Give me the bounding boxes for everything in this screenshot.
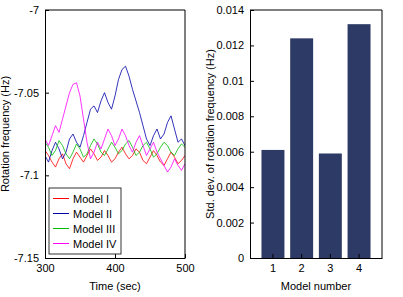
tick-mark [330, 254, 331, 258]
x-axis: 300 400 500 [36, 254, 194, 274]
tick: 0 [238, 252, 254, 264]
tick: -7.05 [14, 87, 49, 99]
tick-label: 300 [36, 262, 54, 274]
tick-mark [301, 254, 302, 258]
tick-label: 0.012 [216, 39, 244, 51]
tick-mark [272, 254, 273, 258]
tick: 0.002 [216, 217, 254, 229]
tick: -7 [29, 4, 49, 16]
x-axis-title: Time (sec) [89, 280, 141, 292]
x-axis-title: Model number [281, 280, 352, 292]
tick: 2 [299, 254, 305, 274]
tick-mark [250, 187, 254, 188]
tick: -7.1 [20, 169, 49, 181]
legend-swatch [53, 213, 69, 214]
tick-label: 0.01 [223, 75, 244, 87]
figure: 300 400 500 -7.15 -7.1 -7.05 -7 Time (sec) Rotat… [0, 0, 403, 297]
tick: 4 [356, 254, 362, 274]
axis-line [45, 11, 46, 259]
tick-mark [185, 254, 186, 258]
tick-label: -7.15 [14, 252, 39, 264]
tick-label: 0.002 [216, 217, 244, 229]
legend-label: Model II [73, 208, 112, 220]
axis-line [46, 258, 186, 259]
legend-swatch [53, 198, 69, 199]
tick-label: -7 [29, 4, 39, 16]
tick-mark [250, 223, 254, 224]
tick-label: 4 [356, 262, 362, 274]
frame-top [45, 10, 185, 11]
tick-label: 0 [238, 252, 244, 264]
y-axis-title: Rotation frequency (Hz) [0, 76, 11, 192]
tick-label: 500 [176, 262, 194, 274]
bar [348, 24, 371, 258]
axis-line [250, 11, 251, 259]
tick: 0.008 [216, 110, 254, 122]
tick-label: 0.006 [216, 146, 244, 158]
tick: 0.006 [216, 146, 254, 158]
tick-label: -7.1 [20, 169, 39, 181]
series-line [45, 66, 185, 162]
tick-label: -7.05 [14, 87, 39, 99]
frame-right [382, 10, 383, 258]
legend-label: Model IV [73, 238, 117, 250]
series-line [45, 139, 185, 159]
tick: 1 [270, 254, 276, 274]
tick: 0.004 [216, 181, 254, 193]
tick-label: 3 [327, 262, 333, 274]
tick: 400 [106, 254, 124, 274]
tick: 0.01 [223, 75, 254, 87]
tick-mark [250, 152, 254, 153]
tick: 0.014 [216, 4, 254, 16]
axis-line [251, 258, 383, 259]
legend-swatch [53, 243, 69, 244]
tick-mark [250, 45, 254, 46]
chart-bar: 1 2 3 4 0 0.002 0.004 0.006 0.008 0.01 0.012 0.014 M… [204, 4, 383, 292]
tick-mark [250, 10, 254, 11]
tick-label: 1 [270, 262, 276, 274]
frame-top [250, 10, 382, 11]
tick: 500 [176, 254, 194, 274]
tick-mark [45, 258, 49, 259]
legend: Model I Model II Model III Model IV [49, 188, 121, 254]
tick-mark [45, 93, 49, 94]
tick-label: 400 [106, 262, 124, 274]
legend-box [49, 188, 121, 254]
legend-swatch [53, 228, 69, 229]
tick-label: 0.004 [216, 181, 244, 193]
tick-label: 2 [299, 262, 305, 274]
tick-mark [115, 254, 116, 258]
tick-mark [250, 116, 254, 117]
y-axis: -7.15 -7.1 -7.05 -7 [14, 4, 49, 264]
plot-area [45, 66, 185, 172]
legend-label: Model I [73, 193, 109, 205]
legend-label: Model III [73, 223, 115, 235]
bar [319, 153, 342, 258]
tick-mark [45, 10, 49, 11]
tick-mark [250, 258, 254, 259]
tick: -7.15 [14, 252, 49, 264]
tick-label: 0.008 [216, 110, 244, 122]
frame-right [185, 10, 186, 258]
tick-mark [45, 175, 49, 176]
y-axis: 0 0.002 0.004 0.006 0.008 0.01 0.012 0.014 [216, 4, 254, 264]
plot-area [261, 24, 370, 258]
x-axis: 1 2 3 4 [251, 254, 383, 274]
tick-mark [250, 81, 254, 82]
series-line [45, 83, 185, 172]
y-axis-title: Std. dev. of rotation frequency (Hz) [204, 49, 216, 219]
tick-label: 0.014 [216, 4, 244, 16]
tick: 3 [327, 254, 333, 274]
tick: 0.012 [216, 39, 254, 51]
tick-mark [359, 254, 360, 258]
chart-line: 300 400 500 -7.15 -7.1 -7.05 -7 Time (sec) Rotat… [0, 4, 195, 292]
bar [261, 150, 284, 258]
bar [290, 38, 313, 258]
